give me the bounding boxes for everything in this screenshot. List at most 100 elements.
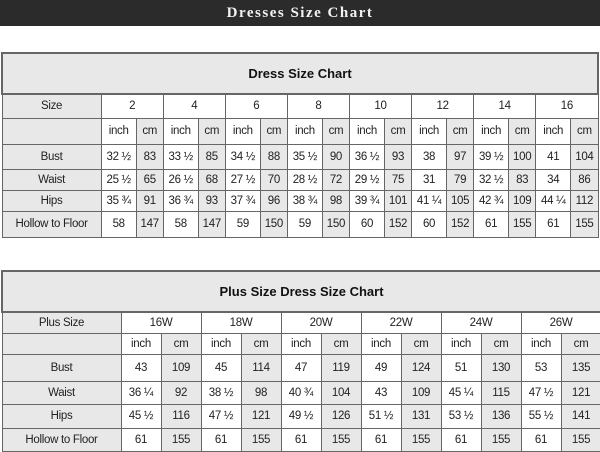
unit-cm: cm: [480, 332, 522, 355]
cm-value: 100: [508, 143, 537, 170]
inch-value: 61: [120, 427, 162, 452]
inch-value: 38 ¾: [286, 189, 323, 212]
inch-value: 31: [411, 168, 448, 191]
inch-value: 61: [360, 427, 402, 452]
cm-value: 96: [259, 189, 288, 212]
cm-value: 83: [135, 143, 164, 170]
cm-value: 98: [240, 380, 282, 405]
unit-cm: cm: [383, 117, 413, 145]
size-header: 26W: [520, 311, 600, 334]
unit-cm: cm: [259, 117, 288, 145]
row-label: Hips: [1, 403, 122, 429]
unit-inch: inch: [348, 117, 386, 145]
size-label: Plus Size: [1, 311, 122, 334]
inch-value: 29 ½: [348, 168, 386, 191]
size-header: 16: [535, 93, 599, 119]
unit-inch: inch: [473, 117, 510, 145]
unit-cm: cm: [560, 332, 600, 355]
inch-value: 61: [535, 210, 572, 238]
cm-value: 114: [240, 353, 282, 382]
table-row: Hips 45 ½ 116 47 ½ 121 49 ½ 126 51 ½ 131 53 ½ 136 5…: [1, 403, 600, 429]
unit-inch: inch: [440, 332, 482, 355]
cm-value: 115: [480, 380, 522, 405]
size-header: 22W: [360, 311, 442, 334]
cm-value: 109: [508, 189, 537, 212]
inch-value: 40 ¾: [280, 380, 322, 405]
cm-value: 68: [197, 168, 226, 191]
inch-value: 34: [535, 168, 572, 191]
inch-value: 36 ¼: [120, 380, 162, 405]
cm-value: 155: [160, 427, 202, 452]
inch-value: 51 ½: [360, 403, 402, 429]
cm-value: 155: [508, 210, 537, 238]
cm-value: 130: [480, 353, 522, 382]
table-row: Bust 43 109 45 114 47 119 49 124 51 130 53 135: [1, 353, 600, 382]
inch-value: 51: [440, 353, 482, 382]
inch-value: 61: [200, 427, 242, 452]
inch-value: 39 ¾: [348, 189, 386, 212]
inch-value: 38: [411, 143, 448, 170]
cm-value: 155: [560, 427, 600, 452]
inch-value: 28 ½: [286, 168, 323, 191]
cm-value: 126: [320, 403, 362, 429]
inch-value: 47 ½: [520, 380, 562, 405]
inch-value: 27 ½: [224, 168, 261, 191]
size-label: Size: [1, 93, 102, 119]
unit-cm: cm: [508, 117, 537, 145]
size-header: 8: [286, 93, 350, 119]
unit-cm: cm: [400, 332, 442, 355]
inch-value: 49: [360, 353, 402, 382]
inch-value: 25 ½: [100, 168, 137, 191]
table-row: Bust 32 ½ 83 33 ½ 85 34 ½ 88 35 ½ 90 36 ½ 93 38 97 39…: [1, 143, 599, 170]
table-title: Plus Size Dress Size Chart: [0, 270, 600, 313]
cm-value: 75: [383, 168, 413, 191]
inch-value: 49 ½: [280, 403, 322, 429]
cm-value: 93: [383, 143, 413, 170]
table-title: Dress Size Chart: [1, 52, 599, 95]
unit-label-blank: [1, 117, 102, 145]
row-label: Waist: [1, 380, 122, 405]
cm-value: 86: [570, 168, 599, 191]
unit-inch: inch: [280, 332, 322, 355]
cm-value: 88: [259, 143, 288, 170]
unit-cm: cm: [570, 117, 599, 145]
inch-value: 45: [200, 353, 242, 382]
inch-value: 43: [120, 353, 162, 382]
inch-value: 61: [440, 427, 482, 452]
cm-value: 104: [320, 380, 362, 405]
inch-value: 42 ¾: [473, 189, 510, 212]
inch-value: 39 ½: [473, 143, 510, 170]
inch-value: 35 ¾: [100, 189, 137, 212]
cm-value: 109: [400, 380, 442, 405]
cm-value: 92: [160, 380, 202, 405]
size-header: 12: [411, 93, 475, 119]
inch-value: 59: [224, 210, 261, 238]
cm-value: 152: [383, 210, 413, 238]
cm-value: 141: [560, 403, 600, 429]
cm-value: 65: [135, 168, 164, 191]
inch-value: 43: [360, 380, 402, 405]
inch-value: 61: [520, 427, 562, 452]
inch-value: 32 ½: [473, 168, 510, 191]
size-header: 4: [162, 93, 226, 119]
size-header: 20W: [280, 311, 362, 334]
inch-value: 61: [473, 210, 510, 238]
inch-value: 33 ½: [162, 143, 199, 170]
unit-inch: inch: [162, 117, 199, 145]
cm-value: 150: [259, 210, 288, 238]
cm-value: 135: [560, 353, 600, 382]
cm-value: 124: [400, 353, 442, 382]
inch-value: 44 ¼: [535, 189, 572, 212]
inch-value: 37 ¾: [224, 189, 261, 212]
unit-inch: inch: [286, 117, 323, 145]
inch-value: 47 ½: [200, 403, 242, 429]
unit-inch: inch: [200, 332, 242, 355]
inch-value: 53 ½: [440, 403, 482, 429]
cm-value: 152: [446, 210, 475, 238]
cm-value: 98: [321, 189, 350, 212]
unit-cm: cm: [320, 332, 362, 355]
inch-value: 53: [520, 353, 562, 382]
cm-value: 155: [480, 427, 522, 452]
cm-value: 101: [383, 189, 413, 212]
size-header: 16W: [120, 311, 202, 334]
